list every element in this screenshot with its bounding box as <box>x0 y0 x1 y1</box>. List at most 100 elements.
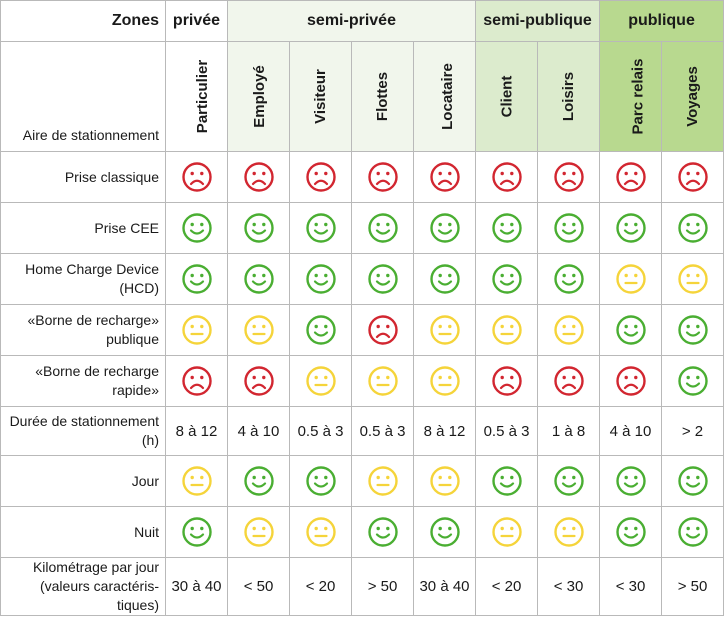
value-cell: 30 à 40 <box>165 557 228 616</box>
sad-smiley-icon <box>491 366 522 396</box>
rating-cell <box>165 506 228 558</box>
row-label: Kilométrage par jour (valeurs caractéris… <box>0 557 166 616</box>
value-cell: < 20 <box>289 557 352 616</box>
neutral-smiley-icon <box>181 466 212 496</box>
happy-smiley-icon <box>181 213 212 243</box>
parking-charging-matrix: Zones privée semi-privée semi-publique publ… <box>0 0 725 616</box>
happy-smiley-icon <box>553 213 584 243</box>
happy-smiley-icon <box>243 264 274 294</box>
table-row: Home Charge Device (HCD) <box>0 253 725 305</box>
rating-cell <box>227 455 290 507</box>
category-label: Loisirs <box>560 71 577 122</box>
neutral-smiley-icon <box>367 466 398 496</box>
zones-header-row: Zones privée semi-privée semi-publique publ… <box>0 0 725 42</box>
sad-smiley-icon <box>243 366 274 396</box>
rating-cell <box>289 455 352 507</box>
value-cell: 8 à 12 <box>413 406 476 456</box>
row-label: Prise classique <box>0 151 166 203</box>
row-label: Jour <box>0 455 166 507</box>
category-header: Voyages <box>661 41 725 152</box>
value-cell: < 30 <box>599 557 663 616</box>
category-label: Flottes <box>373 71 391 122</box>
rating-cell <box>413 455 476 507</box>
rating-cell <box>227 151 290 203</box>
row-label: Nuit <box>0 506 166 558</box>
happy-smiley-icon <box>677 315 708 345</box>
rating-cell <box>227 253 290 305</box>
happy-smiley-icon <box>305 466 336 496</box>
rating-cell <box>227 506 290 558</box>
table-row: «Borne de recharge rapide» <box>0 355 725 407</box>
happy-smiley-icon <box>677 466 708 496</box>
rating-cell <box>165 455 228 507</box>
neutral-smiley-icon <box>367 366 398 396</box>
happy-smiley-icon <box>367 264 398 294</box>
happy-smiley-icon <box>491 213 522 243</box>
rating-cell <box>599 202 663 254</box>
category-label: Visiteur <box>312 69 329 124</box>
happy-smiley-icon <box>615 315 646 345</box>
value-cell: 0.5 à 3 <box>351 406 414 456</box>
happy-smiley-icon <box>677 366 708 396</box>
rating-cell <box>413 304 476 356</box>
rating-cell <box>536 202 601 254</box>
rating-cell <box>289 253 352 305</box>
rating-cell <box>227 355 290 407</box>
rating-cell <box>536 355 601 407</box>
zone-header-privee: privée <box>165 0 228 42</box>
rating-cell <box>599 506 663 558</box>
sad-smiley-icon <box>615 366 646 396</box>
table-row: Jour <box>0 455 725 507</box>
rating-cell <box>227 202 290 254</box>
rating-cell <box>289 355 352 407</box>
category-header: Particulier <box>165 41 228 152</box>
category-header: Loisirs <box>536 41 601 152</box>
sad-smiley-icon <box>305 162 336 192</box>
value-cell: 1 à 8 <box>536 406 601 456</box>
rating-cell <box>661 355 725 407</box>
rating-cell <box>165 253 228 305</box>
neutral-smiley-icon <box>491 517 522 547</box>
happy-smiley-icon <box>615 517 646 547</box>
neutral-smiley-icon <box>243 315 274 345</box>
sad-smiley-icon <box>429 162 460 192</box>
rating-cell <box>289 304 352 356</box>
rating-cell <box>413 151 476 203</box>
rating-cell <box>351 253 414 305</box>
value-cell: 4 à 10 <box>227 406 290 456</box>
aire-label: Aire de stationnement <box>0 41 166 152</box>
rating-cell <box>475 253 538 305</box>
category-label: Parc relais <box>629 58 647 135</box>
value-cell: > 2 <box>661 406 725 456</box>
rating-cell <box>661 304 725 356</box>
sad-smiley-icon <box>491 162 522 192</box>
value-cell: 30 à 40 <box>413 557 476 616</box>
row-label: Prise CEE <box>0 202 166 254</box>
rating-cell <box>475 506 538 558</box>
neutral-smiley-icon <box>243 517 274 547</box>
value-cell: < 30 <box>536 557 601 616</box>
rating-cell <box>351 151 414 203</box>
row-label: «Borne de recharge rapide» <box>0 355 166 407</box>
rating-cell <box>165 202 228 254</box>
rating-cell <box>475 355 538 407</box>
value-cell: > 50 <box>351 557 414 616</box>
happy-smiley-icon <box>305 315 336 345</box>
value-cell: 8 à 12 <box>165 406 228 456</box>
happy-smiley-icon <box>429 517 460 547</box>
happy-smiley-icon <box>243 213 274 243</box>
happy-smiley-icon <box>429 213 460 243</box>
sad-smiley-icon <box>181 366 212 396</box>
happy-smiley-icon <box>305 264 336 294</box>
rating-cell <box>413 202 476 254</box>
neutral-smiley-icon <box>429 366 460 396</box>
happy-smiley-icon <box>491 466 522 496</box>
happy-smiley-icon <box>181 264 212 294</box>
category-label: Client <box>497 75 515 118</box>
rating-cell <box>351 355 414 407</box>
neutral-smiley-icon <box>553 517 584 547</box>
rating-cell <box>475 304 538 356</box>
matrix-body: Prise classique Prise CEE Home Charge Devi… <box>0 151 725 616</box>
happy-smiley-icon <box>615 466 646 496</box>
happy-smiley-icon <box>677 213 708 243</box>
